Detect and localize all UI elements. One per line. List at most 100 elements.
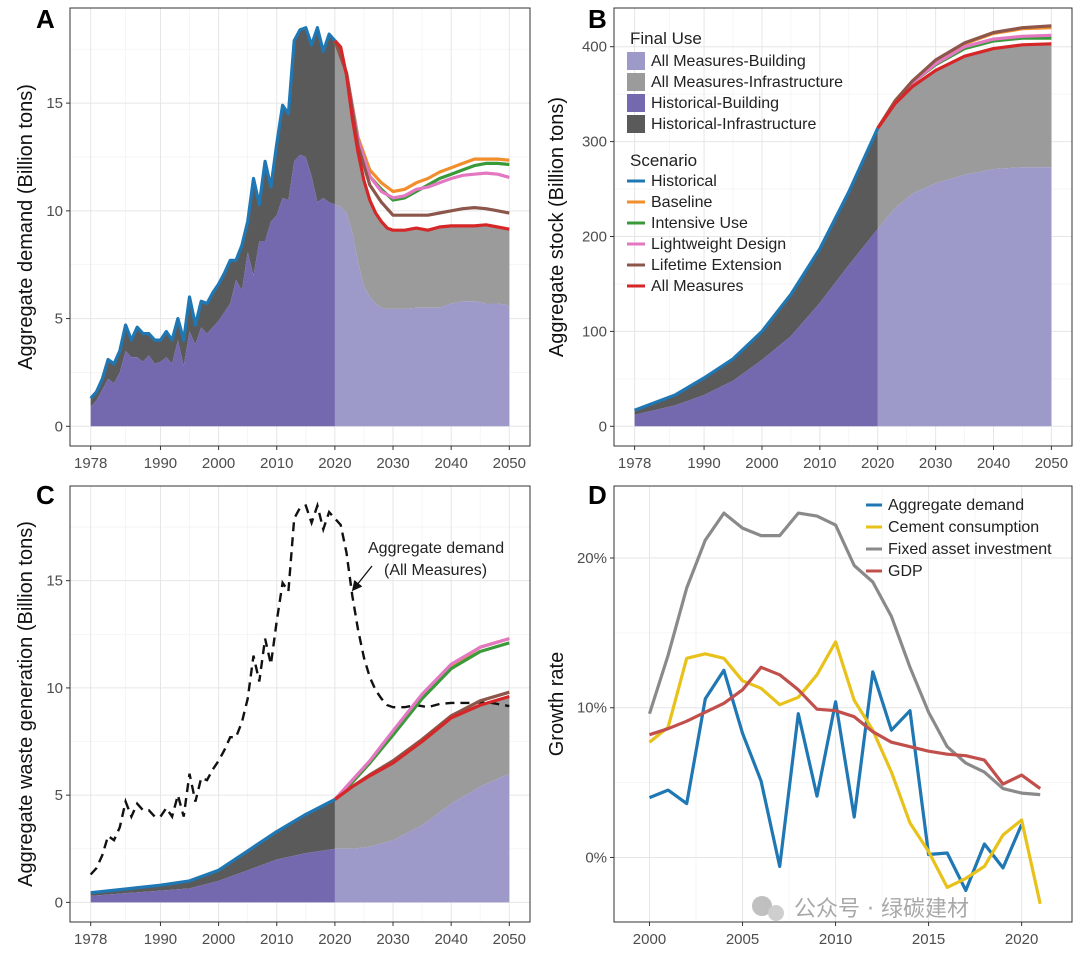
panel-c-frame <box>69 485 531 923</box>
panel-letter-b: B <box>588 4 607 34</box>
panel-a-areas <box>90 27 510 427</box>
panel-letter-d: D <box>588 480 607 510</box>
x-tick-label: 1990 <box>687 455 720 472</box>
x-tick-label: 2050 <box>493 931 526 948</box>
x-tick-label: 2010 <box>819 931 852 948</box>
y-tick-label: 0 <box>599 418 607 435</box>
panel-b-areas <box>634 43 1052 427</box>
series-line-historical <box>634 127 880 412</box>
legend-title-final-use: Final Use <box>630 29 702 48</box>
y-tick-label: 15 <box>46 573 63 590</box>
panel-d-growth-rate-chart: D 0% 10% 20% 2000 2005 2010 2015 2020 Growth r… <box>546 480 1073 948</box>
x-tick-label: 2010 <box>260 455 293 472</box>
line-aggregate-demand-all-measures-dashed <box>89 501 510 876</box>
y-tick-label: 5 <box>55 311 63 328</box>
area-historical-infrastructure <box>634 128 878 415</box>
x-tick-label: 1990 <box>144 931 177 948</box>
watermark-text: 公众号 · 绿碳建材 <box>794 897 969 922</box>
panel-b-frame <box>613 7 1073 447</box>
y-tick-label: 200 <box>582 228 607 245</box>
legend-label-lifetime-extension: Lifetime Extension <box>651 257 782 274</box>
legend-label-all-measures-infrastructure: All Measures-Infrastructure <box>651 74 843 91</box>
area-all-measures-infrastructure <box>334 40 510 309</box>
area-all-measures-building <box>877 167 1052 427</box>
annotation-line-1: Aggregate demand <box>368 540 504 557</box>
series-line-lightweight-design <box>333 40 510 200</box>
x-tick-label: 2000 <box>202 455 235 472</box>
panel-b-y-ticks: 0 100 200 300 400 <box>582 39 614 435</box>
x-tick-label: 2040 <box>434 931 467 948</box>
panel-b-aggregate-stock-chart: B 0 100 200 300 400 1978 1990 2000 2010 2020 2030… <box>546 4 1073 472</box>
wechat-icon-bubble <box>768 905 784 921</box>
x-tick-label: 2020 <box>318 931 351 948</box>
series-line-lifetime-extension <box>876 24 1052 130</box>
legend-label-all-measures: All Measures <box>651 278 743 295</box>
legend-swatch-all-measures-infrastructure <box>627 73 645 91</box>
y-tick-label: 10 <box>46 203 63 220</box>
panel-a-y-ticks: 0 5 10 15 <box>46 95 70 435</box>
y-tick-label: 0 <box>55 418 63 435</box>
panel-letter-c: C <box>36 480 55 510</box>
annotation-line-2: (All Measures) <box>384 562 487 579</box>
panel-d-grid <box>614 486 1072 922</box>
series-line-historical <box>90 797 336 895</box>
legend-label-aggregate-demand: Aggregate demand <box>888 497 1024 514</box>
x-tick-label: 2030 <box>919 455 952 472</box>
legend-label-historical-infrastructure: Historical-Infrastructure <box>651 116 816 133</box>
legend-label-historical-building: Historical-Building <box>651 95 779 112</box>
panel-b-lines <box>634 24 1052 412</box>
x-tick-label: 1978 <box>74 455 107 472</box>
legend-label-baseline: Baseline <box>651 194 712 211</box>
x-tick-label: 2010 <box>803 455 836 472</box>
area-all-measures-infrastructure <box>877 43 1052 229</box>
panel-d-frame <box>613 485 1073 923</box>
x-tick-label: 2015 <box>912 931 945 948</box>
x-tick-label: 2020 <box>1005 931 1038 948</box>
area-historical-building <box>90 154 335 427</box>
x-tick-label: 2010 <box>260 931 293 948</box>
x-tick-label: 2000 <box>202 931 235 948</box>
panel-letter-a: A <box>36 4 55 34</box>
annotation-arrow <box>351 565 373 592</box>
x-tick-label: 1978 <box>618 455 651 472</box>
panel-b-y-axis-label: Aggregate stock (Billion tons) <box>546 97 568 357</box>
legend-label-cement-consumption: Cement consumption <box>888 519 1039 536</box>
area-all-measures-building <box>334 773 510 903</box>
panel-c-y-ticks: 0 5 10 15 <box>46 573 70 911</box>
series-line-cement-consumption <box>648 640 1042 905</box>
legend-label-gdp: GDP <box>888 563 923 580</box>
legend-label-all-measures-building: All Measures-Building <box>651 53 806 70</box>
legend-label-lightweight-design: Lightweight Design <box>651 236 786 253</box>
panel-a-aggregate-demand-chart: A 0 5 10 15 1978 1990 2000 2010 2020 2030 2040 205… <box>15 4 531 472</box>
watermark: 公众号 · 绿碳建材 <box>752 896 969 922</box>
legend: Final Use All Measures-Building All Meas… <box>627 29 843 295</box>
area-all-measures-building <box>334 204 510 427</box>
series-line-all-measures <box>876 42 1052 130</box>
x-tick-label: 2020 <box>861 455 894 472</box>
panel-d-y-ticks: 0% 10% 20% <box>577 550 614 866</box>
x-tick-label: 2005 <box>726 931 759 948</box>
series-line-lifetime-extension <box>333 40 510 217</box>
x-tick-label: 2040 <box>434 455 467 472</box>
x-tick-label: 2030 <box>376 455 409 472</box>
panel-d-lines <box>647 511 1042 905</box>
panel-a-y-axis-label: Aggregate demand (Billion tons) <box>15 84 37 370</box>
panel-c-areas <box>90 696 510 903</box>
series-line-all-measures <box>333 39 510 232</box>
y-tick-label: 20% <box>577 550 607 567</box>
panel-a-lines <box>89 26 510 400</box>
panel-b-x-ticks: 1978 1990 2000 2010 2020 2030 2040 2050 <box>618 446 1068 472</box>
x-tick-label: 2020 <box>318 455 351 472</box>
y-tick-label: 15 <box>46 95 63 112</box>
series-line-lightweight-design <box>333 637 510 801</box>
x-tick-label: 2040 <box>977 455 1010 472</box>
panel-c-x-ticks: 1978 1990 2000 2010 2020 2030 2040 2050 <box>74 922 526 948</box>
y-tick-label: 100 <box>582 323 607 340</box>
series-line-fixed-asset-investment <box>647 511 1041 797</box>
area-historical-infrastructure <box>90 27 335 407</box>
legend-swatch-all-measures-building <box>627 52 645 70</box>
legend-swatch-historical-building <box>627 94 645 112</box>
panel-a-frame <box>69 7 531 447</box>
area-all-measures-infrastructure <box>334 696 510 849</box>
wechat-icon <box>752 896 772 916</box>
